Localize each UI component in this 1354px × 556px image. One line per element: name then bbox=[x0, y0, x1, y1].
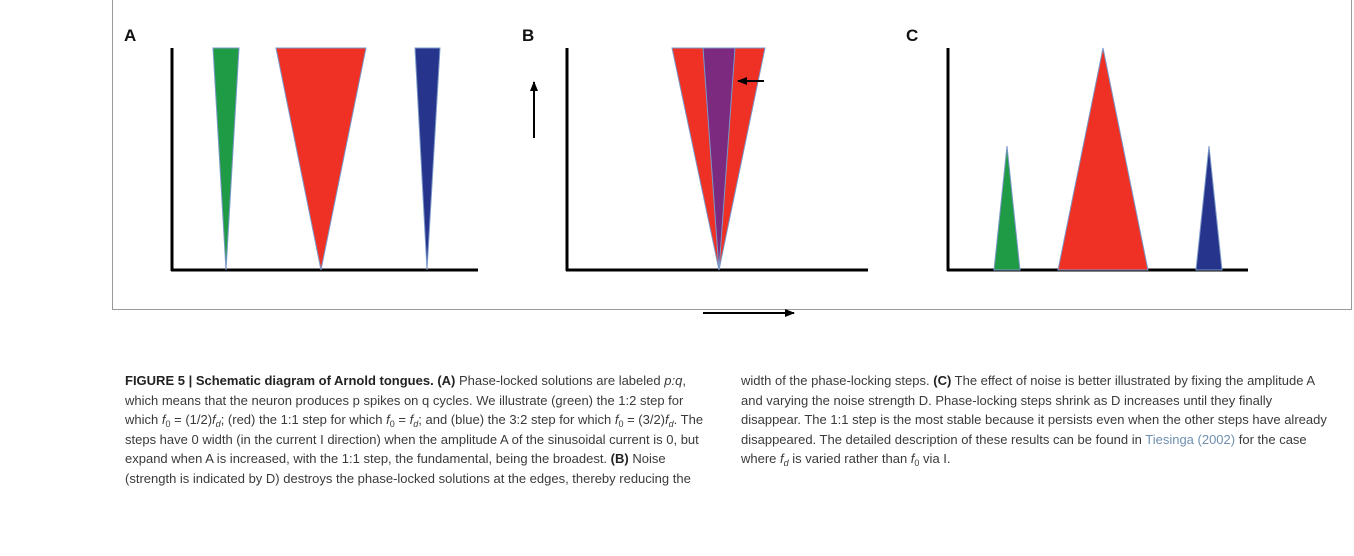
math-sub: d bbox=[668, 419, 674, 429]
panel-a bbox=[170, 47, 478, 272]
caption-text: The effect of noise is better illustrate… bbox=[741, 373, 1327, 447]
math-f: f bbox=[665, 412, 669, 427]
panel-c-tongue-1-1 bbox=[1057, 47, 1149, 271]
caption-text: = (1/2) bbox=[170, 412, 213, 427]
figure-frame bbox=[112, 0, 1352, 310]
caption-text: Phase-locked solutions are labeled bbox=[455, 373, 665, 388]
caption-marker-c: (C) bbox=[933, 373, 952, 388]
math-f: f bbox=[161, 412, 166, 427]
math-f: f bbox=[409, 412, 414, 427]
caption-text: = bbox=[394, 412, 410, 427]
math-f: f bbox=[386, 412, 390, 427]
caption-marker-a: (A) bbox=[437, 373, 456, 388]
panel-a-tongue-3-2 bbox=[414, 47, 441, 271]
panel-label-b: B bbox=[522, 26, 535, 45]
math-f: f bbox=[614, 412, 619, 427]
math-sub: 0 bbox=[389, 419, 395, 429]
math-f: f bbox=[910, 451, 915, 466]
reference-link[interactable]: Tiesinga (2002) bbox=[1145, 431, 1236, 447]
caption-text: The steps have 0 width (in the current I… bbox=[125, 412, 704, 466]
caption-text: , which means that the neuron produces p… bbox=[125, 373, 686, 427]
panel-b bbox=[530, 47, 868, 317]
caption-text: . bbox=[673, 412, 678, 427]
math-sub: d bbox=[783, 458, 789, 468]
caption-column-left: FIGURE 5 | Schematic diagram of Arnold t… bbox=[125, 371, 1335, 488]
figure-label: FIGURE 5 | Schematic diagram of Arnold t… bbox=[125, 373, 434, 388]
caption-text: for the case where bbox=[741, 431, 1307, 467]
panel-a-tongue-1-2 bbox=[212, 47, 240, 271]
math-sub: 0 bbox=[618, 419, 624, 429]
caption-text: is varied rather than bbox=[788, 451, 911, 466]
panel-label-c: C bbox=[906, 26, 919, 45]
caption-marker-b: (B) bbox=[610, 451, 629, 466]
panel-label-a: A bbox=[124, 26, 137, 45]
panel-c-tongue-1-2 bbox=[993, 145, 1021, 271]
arnold-tongues-diagram bbox=[170, 47, 1248, 317]
math-f: f bbox=[212, 412, 216, 427]
panel-c-tongue-3-2 bbox=[1195, 145, 1223, 271]
panel-c bbox=[946, 47, 1248, 272]
caption-pq: p:q bbox=[664, 373, 683, 388]
caption-text: Noise (strength is indicated by D) destr… bbox=[125, 373, 934, 486]
caption-text: via I. bbox=[919, 451, 951, 466]
caption-text: = (3/2) bbox=[623, 412, 666, 427]
caption-text: ; (red) the 1:1 step for which bbox=[220, 412, 387, 427]
panel-b-tongue-inner bbox=[702, 47, 736, 271]
panel-a-tongue-1-1 bbox=[275, 47, 367, 271]
math-f: f bbox=[780, 451, 784, 466]
math-sub: d bbox=[413, 419, 419, 429]
caption-text: ; and (blue) the 3:2 step for which bbox=[418, 412, 615, 427]
math-sub: d bbox=[215, 419, 221, 429]
figure-caption: FIGURE 5 | Schematic diagram of Arnold t… bbox=[125, 371, 1335, 488]
math-sub: 0 bbox=[914, 458, 920, 468]
math-sub: 0 bbox=[165, 419, 171, 429]
